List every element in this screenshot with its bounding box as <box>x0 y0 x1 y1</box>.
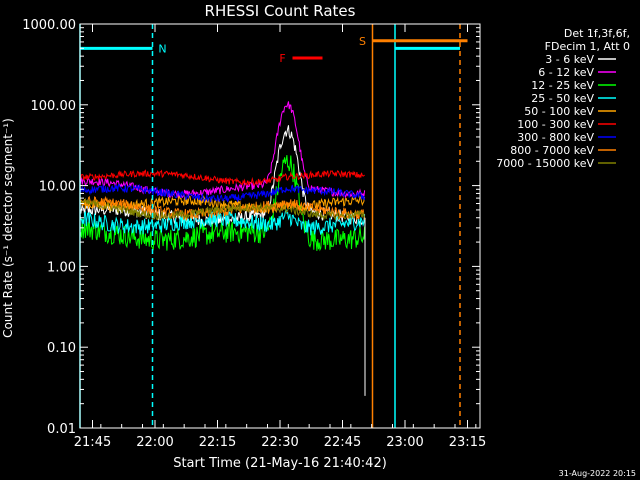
y-tick-label: 10.00 <box>39 180 76 195</box>
y-axis-label: Count Rate (s⁻¹ detector segment⁻¹) <box>1 118 15 338</box>
x-tick-label: 22:00 <box>136 435 173 450</box>
annotation-label: F <box>279 52 285 65</box>
legend-entry-label: 300 - 800 keV <box>517 131 594 144</box>
x-axis-label: Start Time (21-May-16 21:40:42) <box>173 456 387 471</box>
legend-header: FDecim 1, Att 0 <box>545 40 630 53</box>
legend-entry-label: 12 - 25 keV <box>531 79 594 92</box>
footer-timestamp: 31-Aug-2022 20:15 <box>559 469 636 478</box>
series-line <box>79 183 366 203</box>
x-tick-label: 21:45 <box>74 435 111 450</box>
legend-entry-label: 3 - 6 keV <box>545 53 594 66</box>
y-tick-label: 1.00 <box>47 260 76 275</box>
x-tick-label: 23:00 <box>386 435 423 450</box>
axes: 0.01 0.10 1.00 10.00 100.00 1000.00 21:45 22:00… <box>22 18 486 450</box>
y-tick-label: 100.00 <box>31 99 77 114</box>
legend-header: Det 1f,3f,6f, <box>564 27 630 40</box>
series-line <box>79 169 365 186</box>
x-tick-label: 23:15 <box>449 435 486 450</box>
chart-title: RHESSI Count Rates <box>205 2 356 20</box>
series-line <box>79 155 366 252</box>
plot-area: N F S <box>79 24 468 428</box>
legend-entry-label: 6 - 12 keV <box>538 66 594 79</box>
legend-entry-label: 7000 - 15000 keV <box>496 157 594 170</box>
y-tick-label: 1000.00 <box>22 18 76 33</box>
legend-entry-label: 100 - 300 keV <box>517 118 594 131</box>
legend-entry-label: 25 - 50 keV <box>531 92 594 105</box>
series-line <box>79 197 365 221</box>
y-tick-label: 0.01 <box>47 422 76 437</box>
annotation-label: N <box>158 42 166 55</box>
legend-entry-label: 800 - 7000 keV <box>510 144 594 157</box>
y-tick-label: 0.10 <box>47 341 76 356</box>
x-tick-label: 22:45 <box>324 435 361 450</box>
x-tick-label: 22:30 <box>261 435 298 450</box>
annotation-label: S <box>359 35 366 48</box>
series-line <box>79 101 366 199</box>
legend-entry-label: 50 - 100 keV <box>524 105 594 118</box>
x-tick-label: 22:15 <box>199 435 236 450</box>
series-line <box>79 209 366 236</box>
